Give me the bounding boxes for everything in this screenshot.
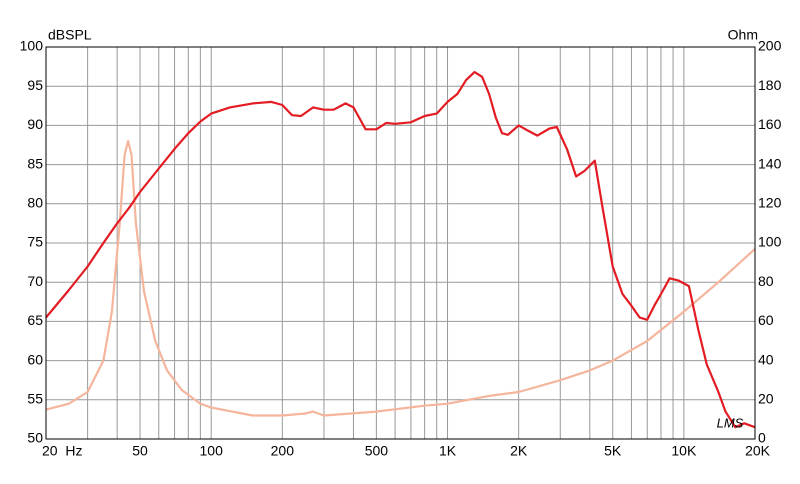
- y-tick-label: 55: [27, 391, 43, 407]
- x-tick-label: 200: [271, 443, 295, 459]
- y2-tick-label: 60: [758, 312, 774, 328]
- y-tick-label: 80: [27, 195, 43, 211]
- y-tick-label: 65: [27, 312, 43, 328]
- y2-axis-title: Ohm: [728, 27, 758, 43]
- x-tick-label: 500: [365, 443, 389, 459]
- x-tick-label: 20 Hz: [42, 443, 82, 459]
- y2-tick-label: 100: [758, 234, 782, 250]
- y2-tick-label: 80: [758, 273, 774, 289]
- y-tick-label: 75: [27, 234, 43, 250]
- y2-tick-label: 0: [758, 430, 766, 446]
- x-tick-label: 1K: [439, 443, 457, 459]
- y-tick-label: 100: [20, 38, 44, 54]
- x-tick-label: 50: [132, 443, 148, 459]
- x-tick-label: 100: [200, 443, 224, 459]
- y2-tick-label: 160: [758, 116, 782, 132]
- x-tick-label: 2K: [510, 443, 528, 459]
- y-axis-title: dBSPL: [48, 27, 92, 43]
- y2-tick-label: 20: [758, 391, 774, 407]
- series-line: [45, 140, 756, 417]
- y2-tick-label: 140: [758, 155, 782, 171]
- series-line: [45, 71, 756, 429]
- x-tick-label: 20K: [745, 443, 771, 459]
- x-tick-label: 10K: [671, 443, 697, 459]
- y2-tick-label: 120: [758, 195, 782, 211]
- y2-tick-label: 40: [758, 351, 774, 367]
- x-tick-label: 5K: [604, 443, 622, 459]
- y2-tick-label: 180: [758, 77, 782, 93]
- y-tick-label: 90: [27, 116, 43, 132]
- logo: LMS: [717, 415, 744, 430]
- y-tick-label: 95: [27, 77, 43, 93]
- y-tick-label: 85: [27, 155, 43, 171]
- y2-tick-label: 200: [758, 38, 782, 54]
- y-tick-label: 70: [27, 273, 43, 289]
- y-tick-label: 50: [27, 430, 43, 446]
- y-tick-label: 60: [27, 351, 43, 367]
- plot-frame: [45, 46, 756, 440]
